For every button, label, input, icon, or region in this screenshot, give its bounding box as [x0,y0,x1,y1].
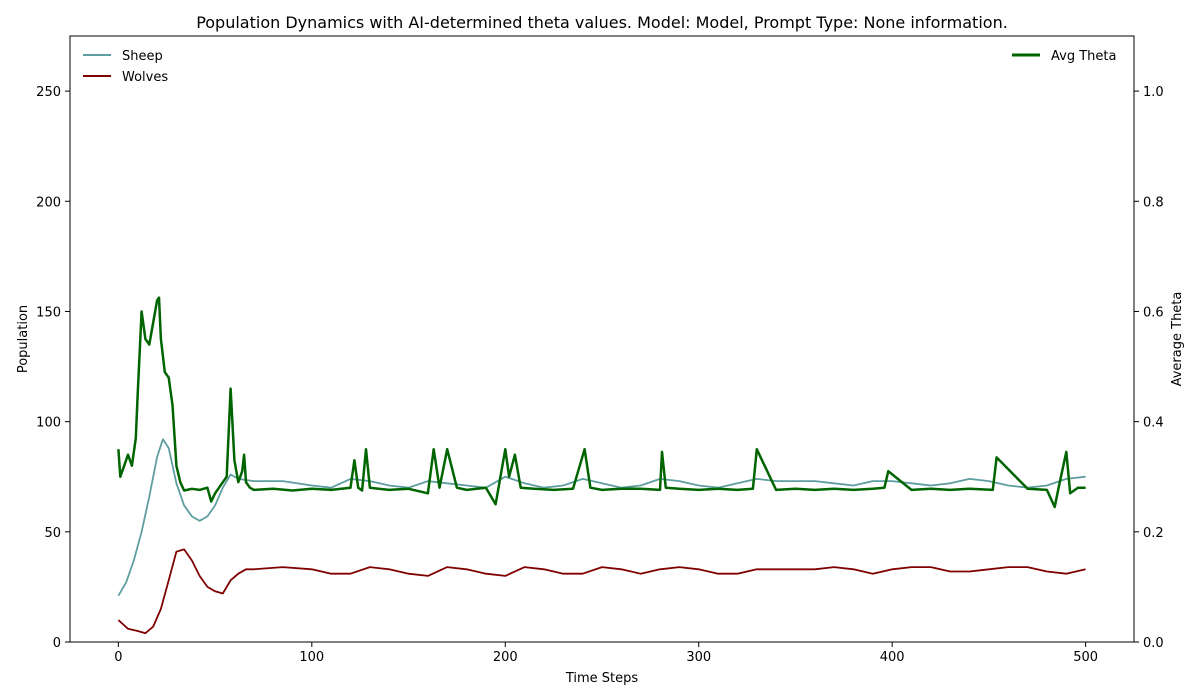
legend-left: Sheep Wolves [83,49,168,85]
y2-tick-label: 0.4 [1143,416,1164,431]
y-tick-label: 0 [53,636,61,651]
x-tick-label: 200 [493,650,518,665]
chart-title: Population Dynamics with AI-determined t… [196,13,1008,32]
y-tick-label: 50 [44,526,61,541]
y2-axis-title: Average Theta [1170,292,1185,387]
y2-tick-label: 0.6 [1143,305,1164,320]
legend-label-sheep: Sheep [122,49,163,64]
x-tick-label: 500 [1073,650,1098,665]
series-line-sheep [117,438,1086,597]
x-tick-label: 0 [114,650,122,665]
x-axis: 0 100 200 300 400 500 [114,642,1098,665]
y-tick-label: 150 [36,305,61,320]
series-layer [117,296,1086,635]
x-tick-label: 300 [686,650,711,665]
series-line-avg-theta [117,296,1086,509]
y2-tick-label: 1.0 [1143,85,1164,100]
y2-tick-label: 0.8 [1143,195,1164,210]
y2-tick-label: 0.0 [1143,636,1164,651]
plot-border [69,35,1135,643]
legend-right: Avg Theta [1012,49,1116,64]
legend-label-avg-theta: Avg Theta [1051,49,1116,64]
x-axis-title: Time Steps [565,671,639,686]
y-tick-label: 100 [36,416,61,431]
plot-area [69,35,1135,643]
x-tick-label: 400 [880,650,905,665]
series-line-wolves [117,548,1086,635]
y-axis-left: 0 50 100 150 200 250 [36,85,70,651]
legend-label-wolves: Wolves [122,70,168,85]
y-axis-right: 0.0 0.2 0.4 0.6 0.8 1.0 [1134,85,1164,651]
y-axis-title: Population [16,305,31,373]
y2-tick-label: 0.2 [1143,526,1164,541]
y-tick-label: 250 [36,85,61,100]
y-tick-label: 200 [36,195,61,210]
x-tick-label: 100 [299,650,324,665]
